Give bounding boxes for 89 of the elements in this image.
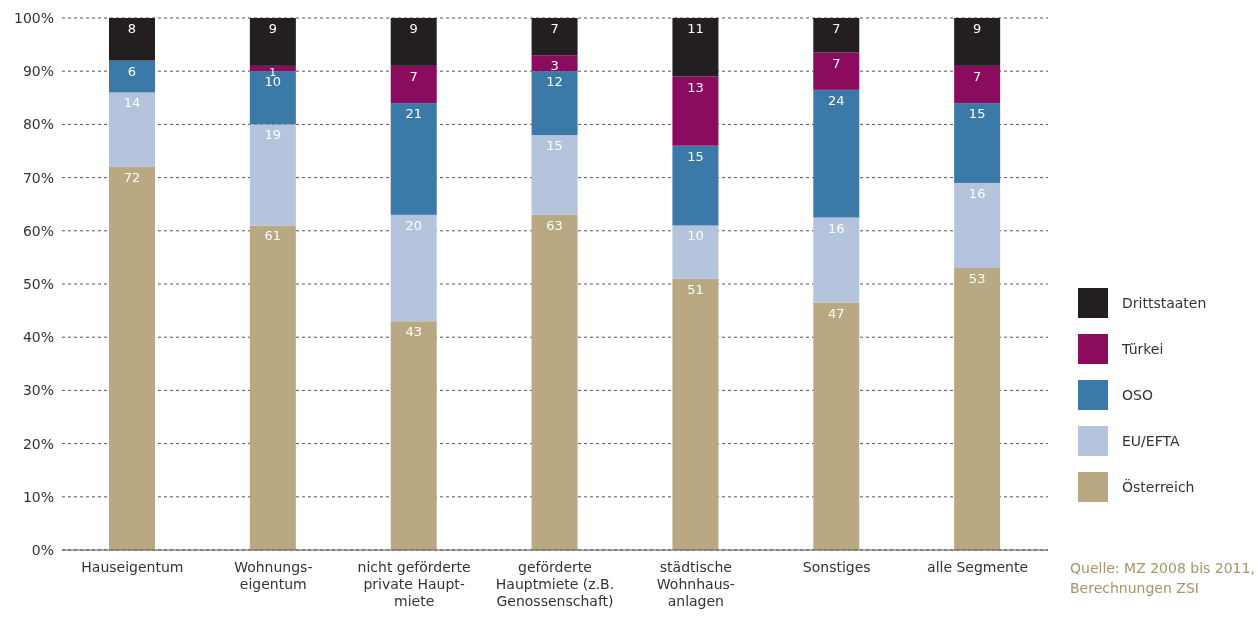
data-label: 43 — [405, 324, 422, 340]
data-label: 7 — [832, 21, 841, 36]
bar — [109, 166, 155, 550]
bar — [813, 52, 860, 90]
bar — [813, 302, 860, 550]
bar — [954, 103, 1001, 183]
legend-label: EU/EFTA — [1122, 433, 1180, 449]
bar — [531, 214, 578, 550]
y-tick-label: 90% — [22, 63, 54, 80]
x-tick-label: Wohnungs- eigentum — [234, 559, 313, 592]
bar — [249, 225, 296, 550]
x-tick-label: Hauseigentum — [81, 559, 184, 575]
y-tick-label: 70% — [22, 169, 54, 186]
y-tick-label: 40% — [22, 329, 54, 346]
data-label: 9 — [973, 21, 982, 36]
data-label: 6 — [127, 63, 137, 79]
data-label: 7 — [550, 21, 559, 36]
data-label: 24 — [828, 92, 845, 108]
bar — [954, 65, 1001, 104]
y-tick-label: 60% — [22, 222, 54, 239]
data-label: 20 — [405, 217, 422, 233]
x-tick-label: geförderte Hauptmiete (z.B. Genossenschaft) — [495, 559, 615, 609]
data-label: 53 — [968, 271, 986, 287]
data-label: 14 — [123, 95, 141, 111]
bar — [390, 65, 437, 104]
data-label: 72 — [123, 169, 141, 185]
legend-label: Österreich — [1122, 479, 1195, 495]
y-tick-label: 100% — [13, 9, 54, 26]
bar — [813, 89, 860, 218]
data-label: 16 — [828, 220, 845, 236]
bar — [249, 18, 296, 66]
y-tick-label: 80% — [22, 116, 54, 133]
data-label: 16 — [968, 185, 986, 201]
x-tick-label: nicht geförderte private Haupt- miete — [357, 559, 471, 609]
y-tick-label: 20% — [22, 435, 54, 452]
bar — [954, 268, 1001, 550]
x-tick-label: Sonstiges — [802, 559, 871, 575]
y-tick-label: 30% — [22, 382, 54, 399]
y-tick-label: 10% — [22, 488, 54, 505]
x-tick-label: alle Segmente — [927, 559, 1029, 575]
bar — [249, 124, 296, 226]
bar — [390, 103, 437, 215]
bar — [390, 18, 437, 66]
bar — [672, 76, 719, 146]
bar — [672, 18, 719, 77]
data-label: 61 — [264, 228, 282, 244]
data-label: 10 — [687, 228, 704, 244]
bar — [531, 18, 578, 56]
source-note: Quelle: MZ 2008 bis 2011, Berechnungen ZSI — [1070, 559, 1255, 598]
bar — [109, 18, 155, 61]
bar — [813, 18, 860, 53]
data-label: 10 — [264, 74, 282, 90]
data-label: 63 — [546, 217, 563, 233]
data-label: 8 — [127, 21, 137, 36]
bar — [672, 145, 719, 226]
data-label: 11 — [687, 21, 704, 36]
data-label: 15 — [546, 138, 563, 154]
bar — [390, 321, 437, 550]
bar — [109, 60, 155, 93]
data-label: 7 — [409, 68, 418, 84]
legend-label: Türkei — [1122, 341, 1164, 357]
bar — [531, 71, 578, 136]
data-label: 7 — [832, 55, 841, 71]
data-label: 15 — [968, 106, 986, 122]
y-tick-label: 0% — [31, 541, 54, 558]
data-label: 12 — [546, 74, 563, 90]
legend-label: OSO — [1122, 387, 1153, 403]
bar — [390, 214, 437, 322]
bar — [672, 225, 719, 279]
legend-label: Drittstaaten — [1122, 295, 1207, 311]
bar — [531, 135, 578, 215]
data-label: 15 — [687, 148, 704, 164]
data-label: 21 — [405, 106, 422, 122]
bar — [109, 92, 155, 167]
bar — [813, 217, 860, 303]
data-label: 51 — [687, 281, 704, 297]
bar — [954, 182, 1001, 269]
data-label: 13 — [687, 79, 704, 95]
bar — [531, 55, 578, 72]
data-label: 9 — [268, 21, 277, 36]
data-label: 7 — [973, 68, 982, 84]
x-tick-label: städtische Wohnhaus- anlagen — [656, 559, 735, 609]
bar — [954, 18, 1001, 66]
data-label: 19 — [264, 127, 282, 143]
data-label: 3 — [550, 58, 559, 74]
data-label: 9 — [409, 21, 418, 36]
y-tick-label: 50% — [22, 275, 54, 292]
data-label: 47 — [828, 305, 845, 321]
bar — [672, 278, 719, 550]
